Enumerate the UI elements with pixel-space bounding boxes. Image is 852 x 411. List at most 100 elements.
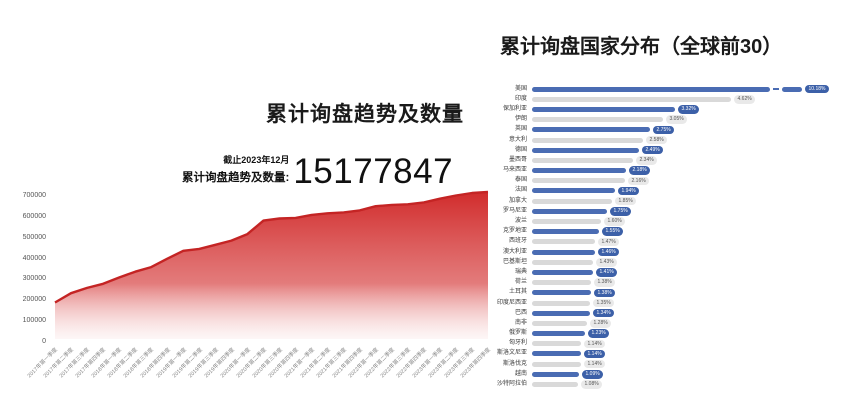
bar-track: 1.09%	[532, 370, 852, 379]
value-pill: 1.43%	[596, 258, 618, 267]
bar-row: 美国 10.18%	[455, 84, 852, 94]
bar	[532, 371, 579, 377]
country-label: 西班牙	[508, 238, 527, 245]
bar-row: 法国 1.94%	[455, 186, 852, 196]
bar-track: 2.34%	[532, 156, 852, 165]
bar-row: 伊朗 3.05%	[455, 115, 852, 125]
country-label: 沙特阿拉伯	[496, 381, 527, 388]
country-label: 法国	[514, 187, 527, 194]
value-pill: 1.28%	[590, 319, 612, 328]
bar	[532, 331, 585, 337]
country-label: 德国	[514, 146, 527, 153]
country-label: 巴西	[514, 309, 527, 316]
bar-track: 1.75%	[532, 207, 852, 216]
bar-track: 1.60%	[532, 217, 852, 226]
bar-track: 1.43%	[532, 258, 852, 267]
bar-row: 南非 1.28%	[455, 318, 852, 328]
value-pill: 1.38%	[594, 278, 616, 287]
value-pill: 2.58%	[646, 135, 668, 145]
country-label: 罗马尼亚	[502, 207, 527, 214]
country-label: 斯洛文尼亚	[496, 350, 527, 357]
country-label: 克罗地亚	[502, 228, 527, 235]
bar-track: 1.46%	[532, 247, 852, 257]
country-label: 马来西亚	[502, 167, 527, 174]
bar-row: 印度尼西亚 1.35%	[455, 298, 852, 308]
stat-block: 截止2023年12月 累计询盘趋势及数量: 15177847	[182, 151, 454, 191]
bar-track: 1.38%	[532, 278, 852, 287]
bar-track: 1.34%	[532, 308, 852, 318]
bar-row: 泰国 2.16%	[455, 176, 852, 186]
bar	[532, 86, 770, 92]
bar	[532, 127, 650, 133]
y-tick-label: 200000	[22, 296, 46, 304]
value-pill: 1.08%	[581, 380, 603, 389]
stat-texts: 截止2023年12月 累计询盘趋势及数量:	[182, 153, 289, 188]
value-pill: 1.14%	[584, 339, 606, 349]
stat-label: 累计询盘趋势及数量:	[182, 172, 290, 184]
bar-row: 保加利亚 3.32%	[455, 104, 852, 114]
stat-total-value: 15177847	[293, 151, 454, 191]
bar-row: 越南 1.09%	[455, 369, 852, 379]
country-label: 英国	[514, 126, 527, 133]
bar-row: 斯洛伐克 1.14%	[455, 359, 852, 369]
bar-track: 3.05%	[532, 115, 852, 124]
bar	[532, 320, 587, 326]
y-tick-label: 0	[42, 338, 46, 346]
bar	[532, 361, 581, 367]
area-line	[54, 190, 489, 304]
country-label: 波兰	[514, 218, 527, 225]
bar-row: 澳大利亚 1.46%	[455, 247, 852, 257]
value-pill: 3.05%	[666, 115, 688, 124]
country-label: 伊朗	[514, 116, 527, 123]
trend-area-chart	[54, 190, 489, 339]
country-label: 越南	[514, 370, 527, 377]
bar	[532, 300, 590, 306]
bar	[532, 249, 595, 255]
bar-track: 10.18%	[532, 84, 852, 94]
bar-row: 荷兰 1.38%	[455, 278, 852, 288]
bar-track: 2.75%	[532, 125, 852, 135]
bar-track: 1.28%	[532, 319, 852, 328]
bar	[532, 280, 591, 286]
value-pill: 2.16%	[628, 176, 650, 186]
area-fill	[55, 192, 488, 339]
bar-track: 1.23%	[532, 329, 852, 338]
bar	[532, 137, 643, 143]
bar-track: 4.62%	[532, 95, 852, 104]
country-label: 巴基斯坦	[502, 258, 527, 265]
bar-row: 匈牙利 1.14%	[455, 339, 852, 349]
bar	[532, 106, 675, 112]
value-pill: 1.85%	[615, 196, 637, 206]
bar-track: 1.38%	[532, 288, 852, 298]
bar	[532, 229, 599, 235]
bar-row: 加拿大 1.85%	[455, 196, 852, 206]
bar	[532, 198, 612, 204]
bar-track: 2.58%	[532, 135, 852, 145]
bar	[532, 310, 590, 316]
trend-chart-title: 累计询盘趋势及数量	[266, 103, 464, 126]
value-pill: 2.49%	[642, 145, 664, 155]
value-pill: 1.09%	[582, 370, 604, 379]
bar-track: 1.47%	[532, 237, 852, 247]
y-tick-label: 600000	[22, 212, 46, 220]
y-tick-label: 500000	[22, 233, 46, 241]
y-tick-label: 700000	[22, 192, 46, 199]
bar-track: 1.35%	[532, 298, 852, 308]
bar	[532, 178, 625, 184]
value-pill: 1.75%	[610, 207, 632, 216]
bar	[532, 382, 578, 388]
value-pill: 1.34%	[593, 308, 615, 318]
bar-track: 1.08%	[532, 380, 852, 389]
y-tick-label: 400000	[22, 254, 46, 262]
bar	[782, 86, 802, 92]
bar-row: 罗马尼亚 1.75%	[455, 206, 852, 216]
bar-row: 巴基斯坦 1.43%	[455, 257, 852, 267]
country-label: 瑞典	[514, 268, 527, 275]
bar-track: 2.49%	[532, 145, 852, 155]
value-pill: 1.60%	[604, 217, 626, 226]
bar-row: 马来西亚 2.18%	[455, 166, 852, 176]
country-label: 南非	[514, 319, 527, 326]
stat-caption: 截止2023年12月	[223, 155, 290, 165]
country-label: 土耳其	[508, 289, 527, 296]
bar-row: 瑞典 1.41%	[455, 267, 852, 277]
